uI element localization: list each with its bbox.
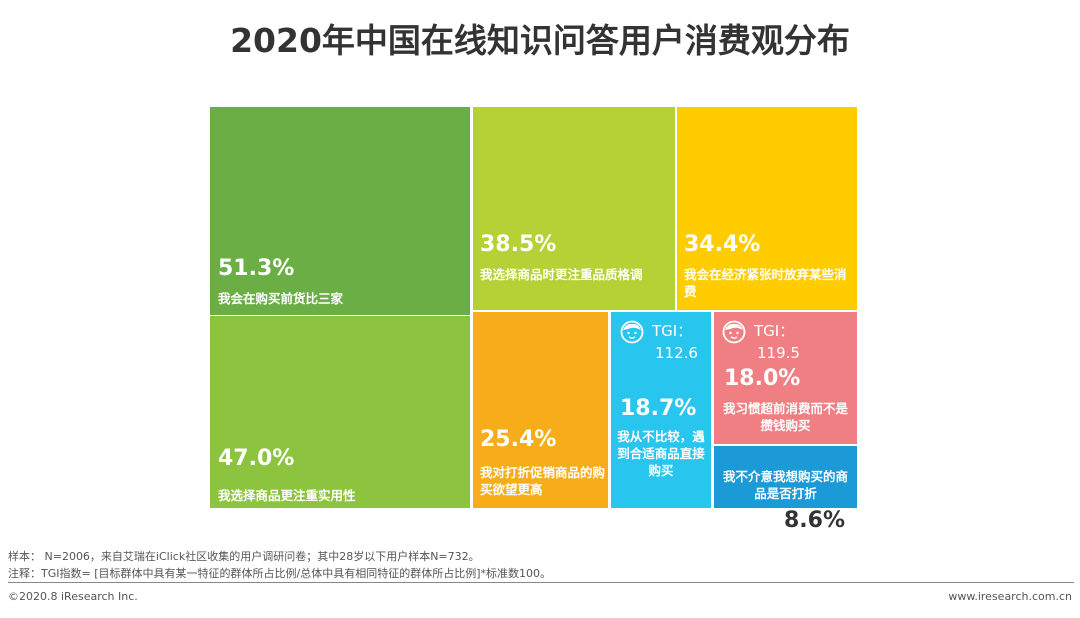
tile xyxy=(210,316,470,508)
tile xyxy=(473,312,608,508)
category-label: 我从不比较，遇到合适商品直接购买 xyxy=(617,429,705,478)
tile xyxy=(611,312,711,508)
tile xyxy=(714,446,857,508)
category-label: 我会在购买前货比三家 xyxy=(218,291,344,306)
tile xyxy=(210,107,470,315)
value-label: 8.6% xyxy=(784,508,846,533)
copyright: ©2020.8 iResearch Inc. xyxy=(8,590,138,603)
value-label: 18.0% xyxy=(724,366,801,391)
value-label: 38.5% xyxy=(480,232,557,257)
website: www.iresearch.com.cn xyxy=(948,590,1072,603)
category-label: 我不介意我想购买的商品是否打折 xyxy=(722,469,848,501)
sample-note: 样本： N=2006，来自艾瑞在iClick社区收集的用户调研问卷；其中28岁以… xyxy=(8,550,480,563)
chart-title: 2020年中国在线知识问答用户消费观分布 xyxy=(230,21,850,60)
tgi-caption: TGI： xyxy=(754,322,795,340)
value-label: 34.4% xyxy=(684,232,761,257)
category-label: 我习惯超前消费而不是攒钱购买 xyxy=(722,401,848,433)
value-label: 47.0% xyxy=(218,446,295,471)
tgi-caption: TGI： xyxy=(652,322,693,340)
tgi-value: 112.6 xyxy=(655,344,698,362)
category-label: 我选择商品更注重实用性 xyxy=(218,488,356,503)
tile xyxy=(473,107,675,310)
category-label: 我会在经济紧张时放弃某些消费 xyxy=(684,267,847,299)
tgi-note: 注释：TGI指数= [目标群体中具有某一特征的群体所占比例/总体中具有相同特征的… xyxy=(8,567,551,580)
divider xyxy=(8,582,1074,583)
value-label: 25.4% xyxy=(480,427,557,452)
category-label: 我对打折促销商品的购买欲望更高 xyxy=(480,465,606,497)
value-label: 18.7% xyxy=(620,396,697,421)
tgi-icon xyxy=(620,320,644,344)
tile xyxy=(677,107,857,310)
tgi-icon xyxy=(722,320,746,344)
category-label: 我选择商品时更注重品质格调 xyxy=(480,267,643,282)
tgi-value: 119.5 xyxy=(757,344,800,362)
face-icon xyxy=(722,320,746,344)
face-icon xyxy=(620,320,644,344)
value-label: 51.3% xyxy=(218,256,295,281)
